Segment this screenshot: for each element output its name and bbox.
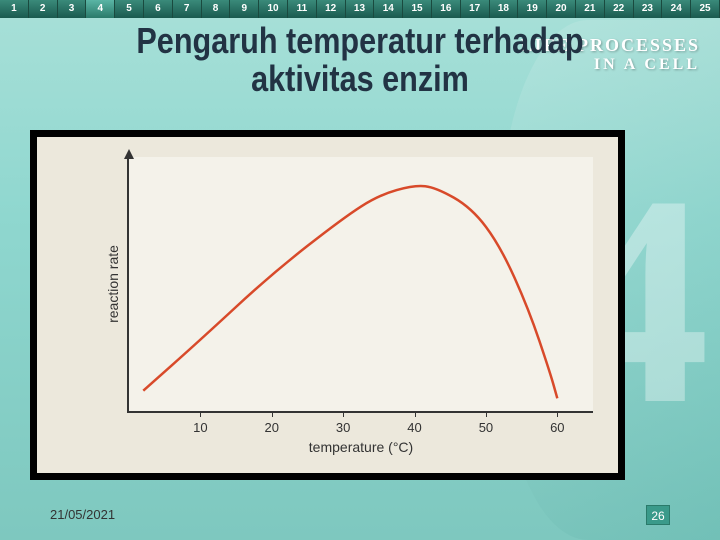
ruler-segment: 16 — [432, 0, 461, 18]
ruler-segment: 24 — [662, 0, 691, 18]
slide-title: Pengaruh temperatur terhadap aktivitas e… — [131, 22, 590, 98]
ruler-segment: 3 — [58, 0, 87, 18]
ruler-segment: 18 — [490, 0, 519, 18]
chart-container: reaction rate temperature (°C) 10 20 30 40 5… — [30, 130, 625, 480]
y-axis-label: reaction rate — [105, 245, 121, 323]
page-number: 26 — [646, 505, 670, 525]
ruler-segment: 6 — [144, 0, 173, 18]
x-tick-label: 30 — [336, 420, 350, 435]
chart-curve — [129, 157, 593, 411]
ruler-segment: 11 — [288, 0, 317, 18]
ruler-segment: 8 — [202, 0, 231, 18]
ruler-segment: 2 — [29, 0, 58, 18]
x-axis-label: temperature (°C) — [309, 439, 413, 455]
ruler-segment: 5 — [115, 0, 144, 18]
chart-inner: reaction rate temperature (°C) 10 20 30 40 5… — [37, 137, 618, 473]
ruler-segment: 14 — [374, 0, 403, 18]
top-ruler: 1234567891011121314151617181920212223242… — [0, 0, 720, 18]
x-tick-label: 10 — [193, 420, 207, 435]
ruler-segment: 9 — [230, 0, 259, 18]
x-tick — [272, 411, 273, 417]
x-tick-label: 60 — [550, 420, 564, 435]
footer-date: 21/05/2021 — [50, 507, 115, 522]
x-tick — [557, 411, 558, 417]
ruler-segment: 7 — [173, 0, 202, 18]
ruler-segment: 22 — [605, 0, 634, 18]
ruler-segment: 17 — [461, 0, 490, 18]
ruler-segment: 21 — [576, 0, 605, 18]
ruler-segment: 23 — [634, 0, 663, 18]
ruler-segment: 12 — [317, 0, 346, 18]
ruler-segment: 15 — [403, 0, 432, 18]
chart-plot-area: reaction rate temperature (°C) 102030405… — [127, 157, 593, 413]
ruler-segment: 1 — [0, 0, 29, 18]
reaction-rate-curve — [143, 186, 557, 398]
ruler-segment: 10 — [259, 0, 288, 18]
x-tick-label: 20 — [265, 420, 279, 435]
x-tick — [343, 411, 344, 417]
x-tick-label: 50 — [479, 420, 493, 435]
ruler-segment: 25 — [691, 0, 720, 18]
x-tick-label: 40 — [407, 420, 421, 435]
x-tick — [200, 411, 201, 417]
ruler-segment: 13 — [346, 0, 375, 18]
ruler-segment: 20 — [547, 0, 576, 18]
ruler-segment: 4 — [86, 0, 115, 18]
x-tick — [415, 411, 416, 417]
ruler-segment: 19 — [518, 0, 547, 18]
x-tick — [486, 411, 487, 417]
